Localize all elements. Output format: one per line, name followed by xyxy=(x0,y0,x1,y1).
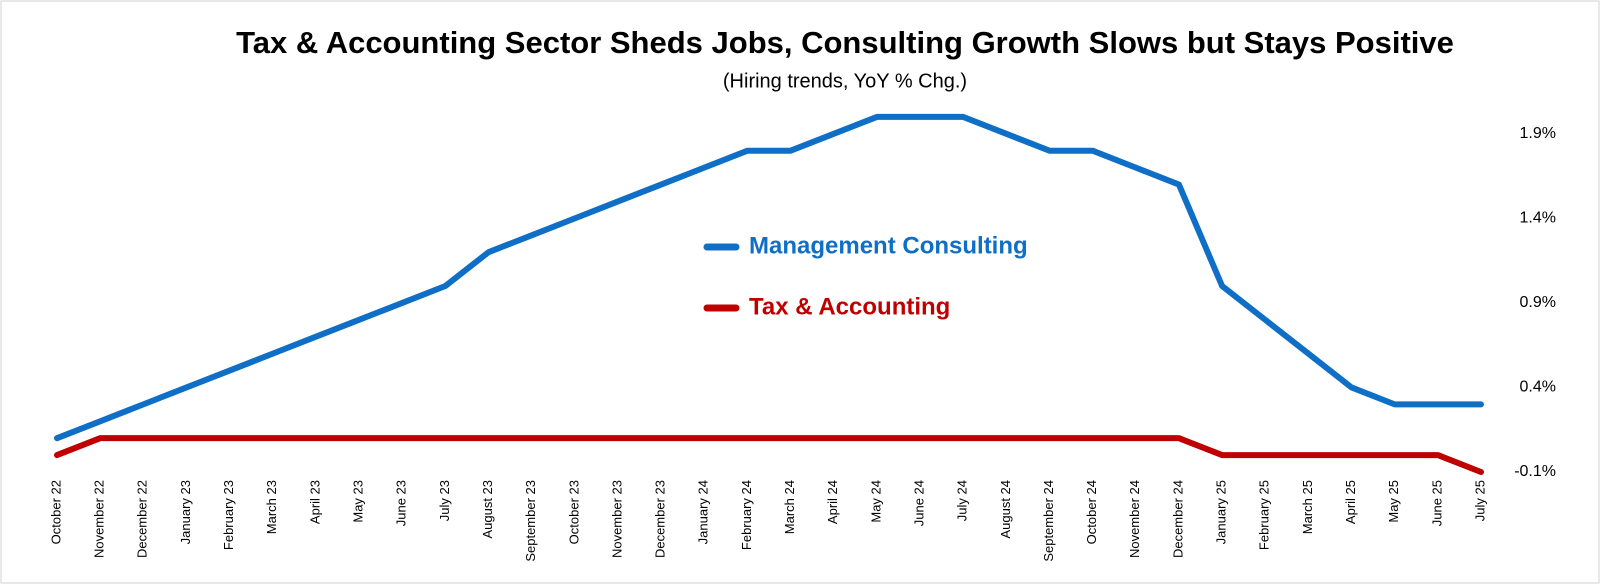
x-tick-label: March 23 xyxy=(264,480,279,534)
x-tick-label: April 25 xyxy=(1343,480,1358,524)
x-tick-label: December 23 xyxy=(653,480,668,558)
x-tick-label: September 23 xyxy=(523,480,538,562)
x-tick-label: February 24 xyxy=(739,480,754,550)
x-tick-label: October 24 xyxy=(1084,480,1099,544)
x-tick-label: December 24 xyxy=(1170,480,1185,558)
x-tick-label: June 23 xyxy=(394,480,409,526)
x-tick-label: April 24 xyxy=(825,480,840,524)
legend-label: Management Consulting xyxy=(749,232,1028,259)
x-tick-label: February 25 xyxy=(1257,480,1272,550)
y-tick-label: -0.1% xyxy=(1514,463,1556,480)
x-tick-label: November 23 xyxy=(609,480,624,558)
x-tick-label: May 24 xyxy=(868,480,883,523)
legend-label: Tax & Accounting xyxy=(749,293,950,320)
x-tick-label: September 24 xyxy=(1041,480,1056,562)
x-tick-label: August 24 xyxy=(998,480,1013,539)
x-tick-label: May 25 xyxy=(1386,480,1401,523)
x-tick-label: December 22 xyxy=(135,480,150,558)
x-tick-label: November 24 xyxy=(1127,480,1142,558)
x-tick-label: October 22 xyxy=(48,480,63,544)
x-tick-label: March 24 xyxy=(782,480,797,534)
x-tick-label: July 24 xyxy=(955,480,970,521)
x-tick-label: May 23 xyxy=(350,480,365,523)
chart-subtitle: (Hiring trends, YoY % Chg.) xyxy=(723,70,967,92)
x-tick-label: January 25 xyxy=(1214,480,1229,544)
y-tick-label: 0.9% xyxy=(1520,294,1556,311)
chart-title: Tax & Accounting Sector Sheds Jobs, Cons… xyxy=(236,25,1454,60)
x-tick-label: June 25 xyxy=(1429,480,1444,526)
x-tick-label: April 23 xyxy=(307,480,322,524)
x-tick-label: November 22 xyxy=(92,480,107,558)
x-tick-label: October 23 xyxy=(566,480,581,544)
x-tick-label: January 23 xyxy=(178,480,193,544)
x-tick-label: July 23 xyxy=(437,480,452,521)
x-tick-label: January 24 xyxy=(696,480,711,544)
x-tick-label: June 24 xyxy=(911,480,926,526)
x-tick-label: August 23 xyxy=(480,480,495,539)
data-line xyxy=(54,435,1484,475)
x-tick-label: July 25 xyxy=(1472,480,1487,521)
x-tick-label: March 25 xyxy=(1300,480,1315,534)
y-tick-label: 1.9% xyxy=(1520,125,1556,142)
data-line xyxy=(54,113,1484,442)
x-tick-label: February 23 xyxy=(221,480,236,550)
y-tick-label: 0.4% xyxy=(1520,379,1556,396)
y-tick-label: 1.4% xyxy=(1520,210,1556,227)
